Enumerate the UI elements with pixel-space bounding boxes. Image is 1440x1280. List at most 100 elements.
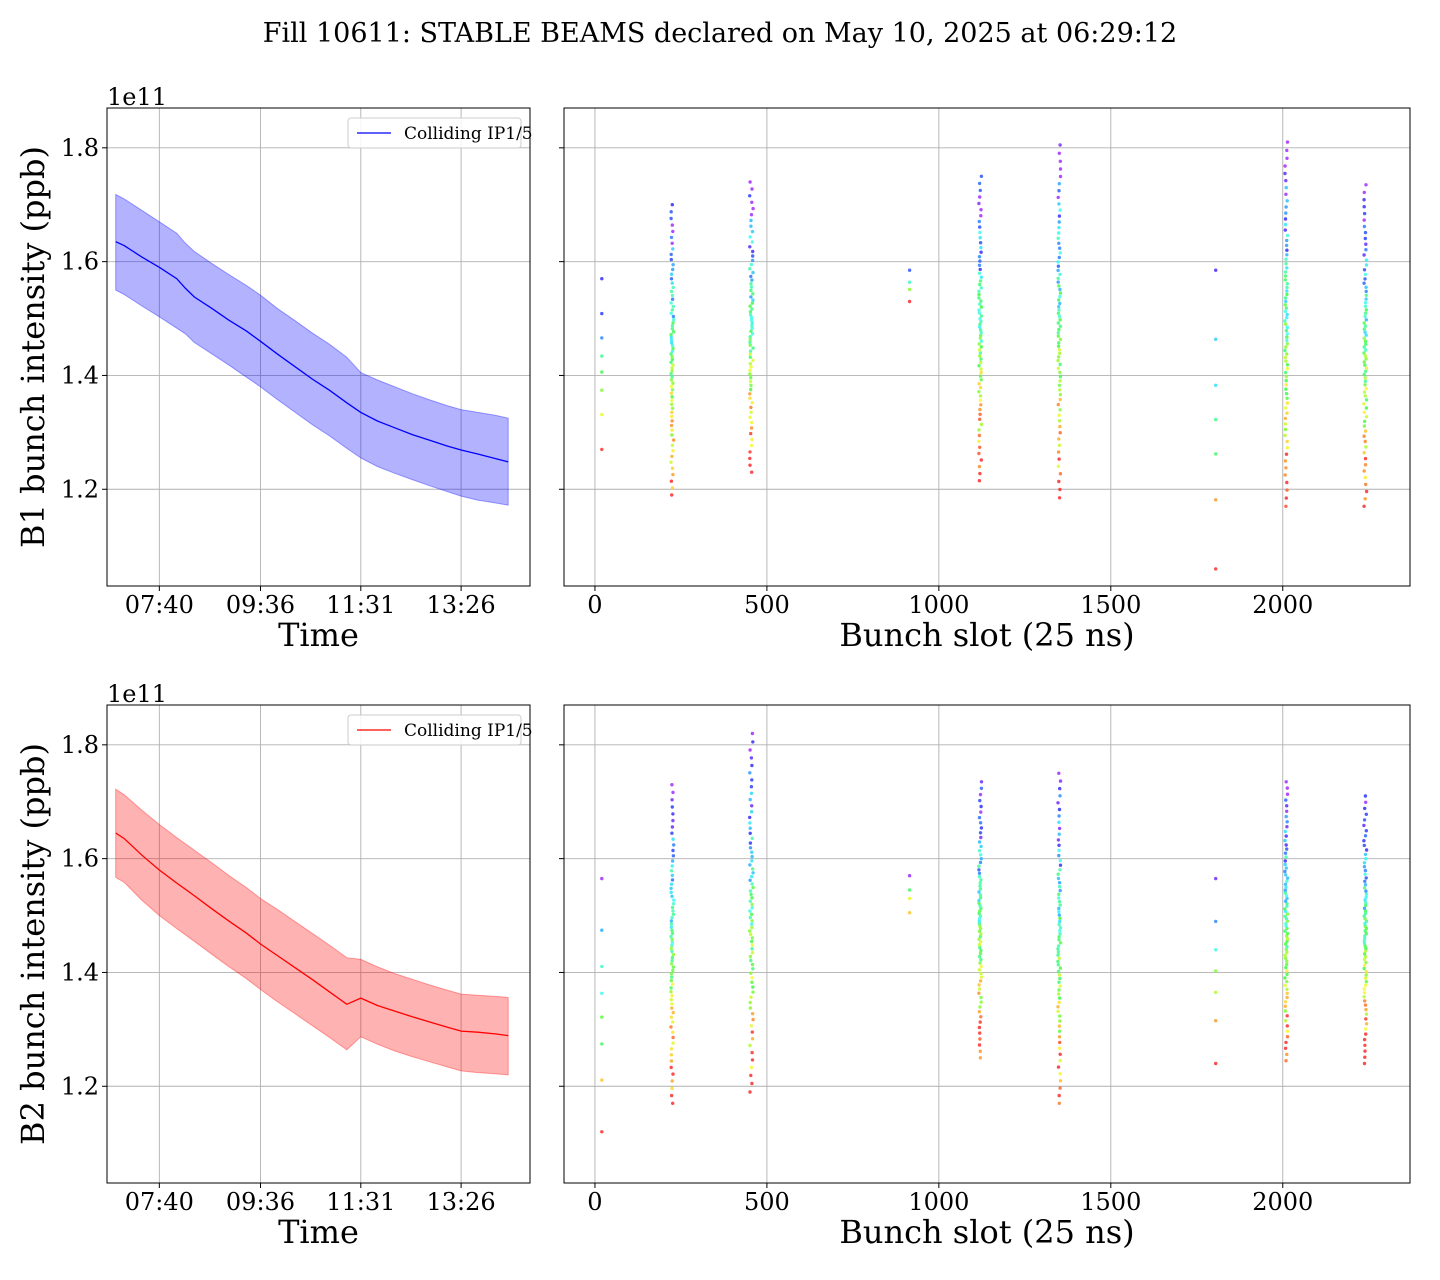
x-tick-label: 13:26 [427, 591, 496, 619]
bunch-point [1057, 202, 1061, 206]
bunch-point [1362, 886, 1367, 890]
bunch-point [978, 325, 982, 329]
bunch-point [1057, 935, 1061, 939]
bunch-point [670, 825, 675, 829]
bunch-point [671, 263, 675, 267]
bunch-point [671, 1010, 675, 1015]
bunch-point [1058, 941, 1063, 945]
bunch-point [1284, 299, 1288, 304]
bunch-point [1214, 969, 1218, 973]
bunch-point [750, 850, 754, 854]
bunch-point [1285, 950, 1289, 954]
bunch-point [979, 286, 983, 290]
bunch-point [1363, 983, 1368, 987]
bunch-point [750, 229, 755, 234]
bunch-point [978, 351, 983, 355]
bunch-point [1283, 862, 1287, 867]
bunch-point [1057, 308, 1061, 312]
bunch-point [1058, 1058, 1062, 1063]
bunch-point [1283, 217, 1288, 221]
bunch-point [669, 890, 673, 895]
bunch-point [749, 315, 754, 320]
bunch-point [1283, 422, 1288, 426]
bunch-point [977, 451, 981, 456]
bunch-point [978, 798, 982, 803]
bunch-point [978, 407, 982, 412]
bunch-point [749, 405, 753, 410]
bunch-point [671, 1101, 675, 1106]
bunch-point [671, 790, 675, 795]
bunch-point [979, 305, 984, 309]
bunch-point [1056, 959, 1060, 964]
bunch-point [671, 848, 675, 853]
bunch-point [1364, 348, 1368, 352]
bunch-point [1284, 345, 1288, 349]
bunch-point [907, 287, 912, 292]
bunch-point [670, 433, 674, 437]
bunch-point [1057, 151, 1062, 155]
bunch-point [669, 372, 673, 376]
bunch-point [979, 804, 983, 809]
bunch-point [977, 911, 981, 916]
x-axis-label: Bunch slot (25 ns) [839, 1213, 1134, 1251]
bunch-point [978, 230, 982, 235]
bunch-point [1057, 246, 1062, 250]
bunch-point [979, 319, 983, 324]
bunch-point [1285, 248, 1289, 252]
bunch-point [1285, 292, 1289, 297]
bunch-point [978, 924, 982, 928]
bunch-point [670, 466, 675, 470]
bunch-point [977, 1010, 982, 1014]
bunch-point [1057, 231, 1061, 235]
bunch-point [671, 1041, 675, 1045]
x-tick-label: 500 [744, 591, 790, 619]
bunch-point [1057, 1024, 1062, 1028]
bunch-point [671, 363, 675, 367]
bunch-point [1056, 963, 1061, 967]
bunch-point [600, 388, 604, 392]
bunch-point [748, 878, 752, 882]
x-tick-label: 500 [744, 1188, 790, 1216]
bunch-point [1363, 419, 1367, 424]
bunch-point [1285, 338, 1289, 343]
bunch-point [750, 980, 754, 984]
bunch-point [1285, 995, 1289, 1000]
bunch-point [1363, 898, 1367, 902]
bunch-point [748, 337, 752, 342]
bunch-point [1284, 359, 1288, 363]
bunch-point [669, 869, 674, 873]
bunch-point [670, 955, 675, 960]
bunch-point [748, 335, 752, 339]
bunch-point [1362, 906, 1367, 910]
bunch-point [1058, 916, 1062, 920]
bunch-point [1284, 262, 1288, 266]
bunch-point [671, 247, 675, 251]
bunch-point [1363, 314, 1367, 319]
bunch-point [669, 972, 674, 976]
bunch-point [1364, 876, 1368, 880]
bunch-point [750, 307, 754, 311]
bunch-point [600, 311, 604, 316]
bunch-point [1284, 855, 1288, 859]
bunch-point [1058, 337, 1063, 342]
bunch-point [749, 285, 754, 289]
bunch-point [1057, 419, 1062, 423]
bunch-point [1285, 959, 1289, 963]
bunch-point [670, 798, 674, 802]
bunch-point [1363, 999, 1367, 1003]
bunch-point [748, 889, 753, 893]
bunch-point [978, 1037, 982, 1041]
bunch-point [1214, 337, 1218, 341]
bunch-point [977, 898, 981, 903]
bunch-point [1057, 314, 1062, 319]
bunch-point [1283, 953, 1287, 957]
bunch-point [1284, 922, 1288, 926]
bunch-point [1285, 148, 1289, 153]
y-axis-label: B2 bunch intensity (ppb) [14, 743, 52, 1145]
bunch-point [1284, 452, 1289, 456]
bunch-point [979, 339, 984, 343]
bunch-point [669, 1093, 674, 1098]
bunch-point [1283, 303, 1288, 307]
bunch-point [1057, 348, 1062, 352]
bunch-point [750, 470, 754, 474]
